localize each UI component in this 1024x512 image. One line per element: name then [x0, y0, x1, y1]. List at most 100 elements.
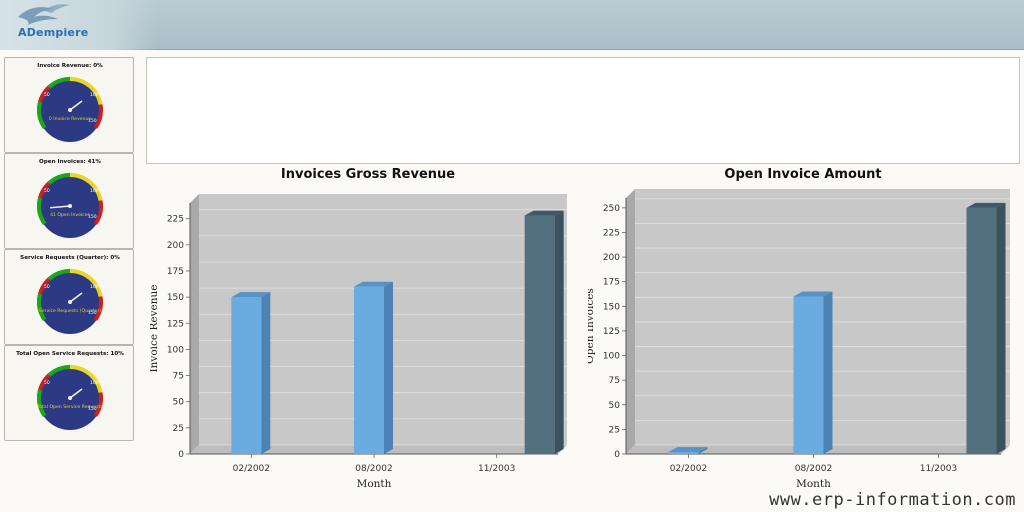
gauge-caption: 41 Open Invoices	[50, 212, 90, 218]
gauge-tick-label: 100	[90, 188, 99, 194]
logo-text: ADempiere	[18, 26, 89, 39]
x-tick-label: 08/2002	[355, 464, 392, 474]
gauge-range-band	[47, 77, 71, 89]
logo-bird-icon	[18, 4, 70, 26]
gauge-title: Invoice Revenue: 0%	[37, 63, 103, 69]
gauge-range-band	[47, 173, 71, 185]
gauge-needle	[69, 292, 83, 303]
bar[interactable]	[966, 202, 1006, 454]
gauge-tick-label: 100	[90, 380, 99, 386]
gauge-range-band	[37, 389, 47, 417]
x-axis-label: Month	[796, 478, 831, 490]
gauge-title: Service Requests (Quarter): 0%	[20, 255, 120, 261]
y-tick-label: 125	[167, 319, 184, 329]
bar-front	[354, 286, 384, 454]
bar-side	[698, 447, 708, 454]
gauge-range-band	[37, 101, 47, 129]
bar-top	[668, 447, 708, 453]
gauge-title: Open Invoices: 41%	[39, 159, 101, 165]
y-tick-label: 25	[609, 425, 620, 435]
y-tick-label: 150	[603, 302, 620, 312]
gauge-tick-label: 50	[44, 92, 50, 98]
gauge-title: Total Open Service Requests: 10%	[16, 351, 124, 357]
y-tick-label: 0	[614, 450, 620, 460]
gauge-tick-label: 150	[88, 406, 97, 412]
y-tick-label: 100	[167, 345, 184, 355]
gauge-range-band	[93, 200, 103, 225]
logo[interactable]: ADempiere	[0, 0, 158, 50]
bar[interactable]	[793, 291, 833, 454]
bar[interactable]	[524, 210, 564, 454]
x-tick-label: 02/2002	[233, 464, 270, 474]
gauge-needle	[69, 388, 83, 399]
chart-title: Invoices Gross Revenue	[280, 167, 456, 182]
gauge-pivot	[68, 204, 72, 208]
gauge-tick-label: 50	[44, 188, 50, 194]
gauge-tick-label: 50	[44, 380, 50, 386]
x-axis-label: Month	[357, 478, 392, 490]
gauge-needle	[50, 205, 71, 209]
bar-top	[231, 292, 271, 298]
gauge-range-band	[69, 365, 103, 394]
gauge-range-band	[69, 269, 103, 298]
gauge-caption: 0 Invoice Revenue	[49, 116, 91, 122]
gauge-panel-open-invoices[interactable]: Open Invoices: 41% 50 100 150 41 Open Invoi…	[4, 153, 134, 249]
chart-open-invoice-amount[interactable]: Open Invoice Amount 0 25 50 75 100 125 150 175 2…	[584, 165, 1018, 490]
bar[interactable]	[231, 292, 271, 454]
gauge-caption: Total Open Service Requests	[36, 404, 103, 410]
y-tick-label: 75	[609, 376, 620, 386]
bar-front	[231, 297, 262, 454]
bar[interactable]	[668, 447, 708, 454]
gauge-range-band	[93, 104, 103, 129]
y-tick-label: 100	[603, 352, 620, 362]
gauge-panel-invoice-revenue[interactable]: Invoice Revenue: 0% 50 100 150 0 Invoice Re…	[4, 57, 134, 153]
y-axis-label: Invoice Revenue	[150, 285, 160, 373]
y-tick-label: 175	[603, 278, 620, 288]
bar-side	[823, 291, 833, 454]
y-tick-label: 175	[167, 267, 184, 277]
content-panel	[146, 57, 1020, 164]
y-axis-label: Open Invoices	[588, 288, 596, 364]
bar-side	[384, 281, 393, 454]
y-tick-label: 25	[173, 424, 184, 434]
header-bar: ADempiere	[0, 0, 1024, 50]
x-tick-label: 08/2002	[795, 464, 832, 474]
gauge-range-band	[37, 197, 47, 225]
gauge-range-band	[47, 269, 71, 281]
gauge-pivot	[68, 108, 72, 112]
bar-chart: 0 25 50 75 100 125 150 175 200 225 250 02/2002 08/20…	[584, 189, 1010, 490]
bar[interactable]	[354, 281, 393, 454]
y-tick-label: 75	[173, 372, 184, 382]
x-tick-label: 02/2002	[670, 464, 707, 474]
gauge-range-band	[47, 365, 71, 377]
bar-front	[668, 452, 699, 454]
bar-chart: 0 25 50 75 100 125 150 175 200 225 02/2002 08/2002 1…	[148, 194, 567, 490]
gauge-range-band	[93, 392, 103, 417]
bar-top	[966, 202, 1006, 208]
bar-side	[554, 210, 564, 454]
y-tick-label: 50	[609, 401, 621, 411]
y-tick-label: 250	[603, 204, 620, 214]
bar-side	[261, 292, 271, 454]
bar-front	[793, 296, 824, 454]
bar-top	[793, 291, 833, 297]
gauge-caption: Service Requests (Quarter)	[39, 308, 101, 314]
plot-side-wall	[626, 189, 635, 454]
plot-side-wall	[190, 194, 199, 454]
gauge-panel-open-service-requests[interactable]: Total Open Service Requests: 10% 50 100 15…	[4, 345, 134, 441]
y-tick-label: 150	[167, 293, 184, 303]
chart-invoices-gross-revenue[interactable]: Invoices Gross Revenue 0 25 50 75 100 125 150 1…	[148, 165, 586, 490]
gauge-pivot	[68, 396, 72, 400]
sidebar: Invoice Revenue: 0% 50 100 150 0 Invoice Re…	[4, 57, 134, 443]
gauge-range-band	[37, 293, 47, 321]
y-tick-label: 225	[167, 215, 184, 225]
y-tick-label: 50	[173, 398, 185, 408]
y-tick-label: 200	[603, 253, 620, 263]
gauge-panel-service-requests[interactable]: Service Requests (Quarter): 0% 50 100 150 S…	[4, 249, 134, 345]
watermark: www.erp-information.com	[769, 490, 1016, 510]
bar-top	[524, 210, 564, 216]
bar-front	[966, 207, 997, 454]
